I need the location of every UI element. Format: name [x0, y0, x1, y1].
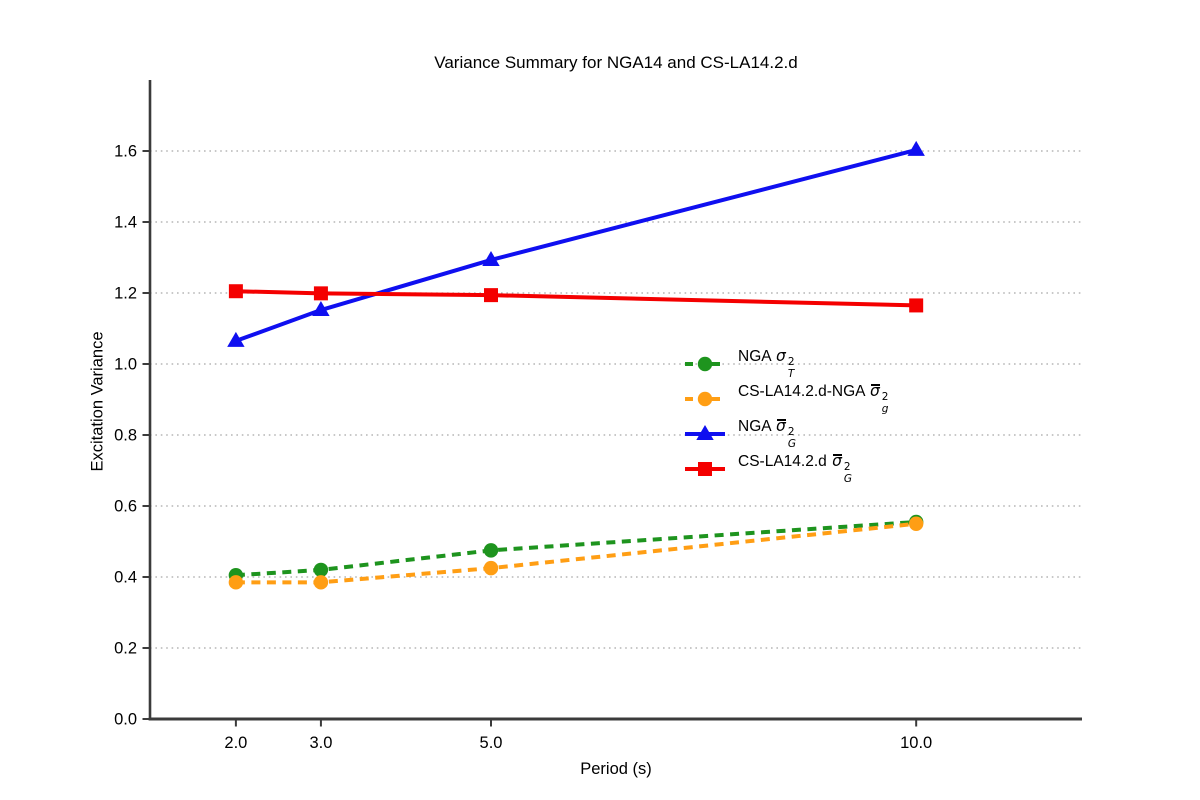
series-line-nga-sigma-T2 [235, 519, 917, 578]
series-marker-cs-la14-2-d-nga-sigma-g2 [313, 575, 329, 590]
square-marker-icon [698, 461, 712, 476]
series-marker-nga-sigma-G2 [907, 140, 925, 156]
circle-marker-icon [697, 356, 713, 371]
series-marker-cs-la14-2-d-sigma-G2 [909, 298, 924, 313]
series-marker-nga-sigma-T2 [313, 562, 329, 578]
y-tick-label: 0.2 [114, 640, 137, 658]
x-tick-label: 5.0 [480, 734, 503, 752]
series-marker-cs-la14-2-d-nga-sigma-g2 [483, 560, 499, 576]
series-marker-nga-sigma-G2 [312, 301, 330, 317]
sigma-symbol: σ [776, 347, 786, 366]
y-tick-label: 1.6 [114, 143, 137, 161]
legend-sample-circle [685, 391, 725, 406]
series-line-cs-la14-2-d-nga-sigma-g2 [235, 521, 917, 585]
series-marker-cs-la14-2-d-nga-sigma-g2 [228, 575, 244, 590]
y-axis-label: Excitation Variance [88, 331, 107, 472]
series-marker-nga-sigma-G2 [227, 331, 245, 347]
triangle-marker-icon [696, 424, 714, 440]
sigma-bar-symbol: σ [832, 452, 842, 471]
series-marker-cs-la14-2-d-sigma-G2 [228, 284, 243, 299]
series-marker-nga-sigma-T2 [483, 543, 499, 558]
y-tick-label: 0.6 [114, 498, 137, 516]
series-marker-nga-sigma-G2 [482, 250, 500, 266]
x-tick-label: 3.0 [309, 734, 332, 752]
series-marker-cs-la14-2-d-sigma-G2 [313, 286, 328, 301]
y-tick-label: 1.0 [114, 356, 137, 374]
series-line-cs-la14-2-d-sigma-G2 [235, 289, 917, 308]
series-marker-cs-la14-2-d-nga-sigma-g2 [908, 516, 924, 531]
sigma-bar-symbol: σ [869, 382, 880, 401]
legend-sample-triangle [685, 424, 725, 440]
x-tick-label: 2.0 [224, 734, 247, 752]
x-tick-label: 10.0 [900, 734, 932, 752]
legend-sample-circle [685, 356, 725, 371]
y-tick-label: 1.4 [114, 214, 137, 232]
sigma-bar-symbol: σ [776, 417, 786, 436]
y-tick-label: 1.2 [114, 285, 137, 303]
legend: NGA σ 2 T CS-LA14.2.d-NGA σ 2 g NGA σ 2 G CS-LA14… [683, 346, 888, 486]
y-tick-label: 0.4 [114, 569, 137, 587]
chart-title: Variance Summary for NGA14 and CS-LA14.2… [434, 53, 798, 72]
y-tick-label: 0.8 [114, 427, 137, 445]
y-tick-label: 0.0 [114, 711, 137, 729]
legend-sample-square [685, 461, 725, 476]
series-line-nga-sigma-G2 [235, 147, 917, 343]
circle-marker-icon [697, 391, 713, 406]
x-axis-label: Period (s) [580, 760, 652, 778]
series-marker-cs-la14-2-d-sigma-G2 [483, 288, 498, 303]
